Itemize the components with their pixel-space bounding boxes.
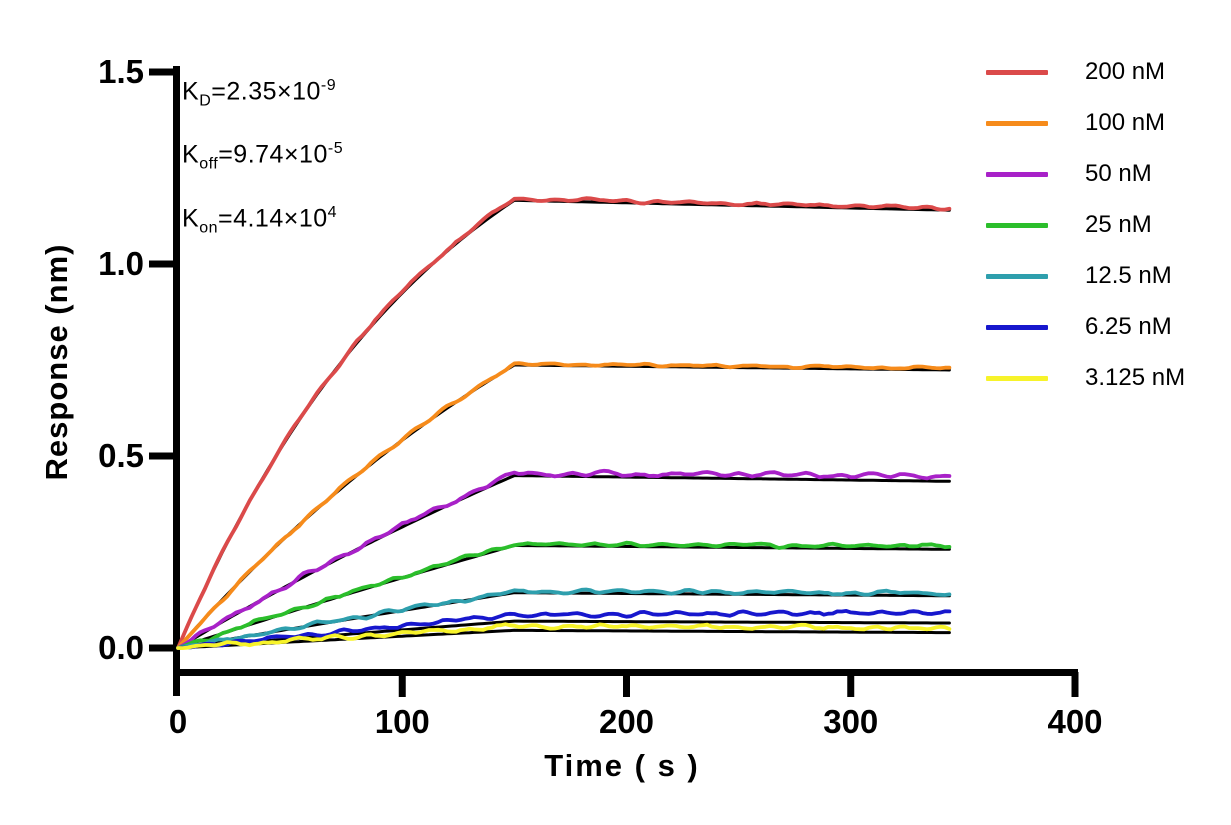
y-tick-label-1.5: 1.5 [98, 53, 144, 90]
data-curve-3.125-nM [176, 622, 952, 650]
data-curve-100-nM [176, 361, 952, 650]
kon-exponent: 4 [327, 203, 338, 221]
kd-value: KD=2.35×10-9 [182, 62, 343, 125]
kinetic-constants: KD=2.35×10-9 Koff=9.74×10-5 Kon=4.14×104 [182, 62, 343, 252]
data-curve-6.25-nM [176, 609, 952, 650]
legend-label: 12.5 nM [1085, 262, 1172, 289]
x-tick-label-400: 400 [1047, 703, 1103, 740]
legend-item-50-nM: 50 nM [986, 159, 1152, 189]
legend-label: 200 nM [1085, 58, 1166, 85]
legend-item-12.5-nM: 12.5 nM [986, 261, 1172, 291]
legend-line-swatch [986, 375, 1048, 381]
legend-item-200-nM: 200 nM [986, 57, 1165, 87]
legend-line-swatch [986, 171, 1048, 177]
legend-item-3.125-nM: 3.125 nM [986, 363, 1185, 393]
legend-item-25-nM: 25 nM [986, 210, 1152, 240]
legend-line-swatch [986, 120, 1048, 126]
data-curves-group [176, 196, 952, 650]
kd-base: K [182, 77, 200, 106]
kd-exponent: -9 [320, 77, 337, 94]
x-tick-label-200: 200 [598, 703, 655, 740]
legend-line-swatch [986, 324, 1048, 330]
kon-base: K [182, 203, 200, 232]
koff-value: Koff=9.74×10-5 [182, 125, 343, 188]
legend-label: 50 nM [1085, 160, 1152, 187]
legend-label: 3.125 nM [1085, 364, 1186, 391]
data-curve-25-nM [176, 540, 952, 650]
koff-base: K [182, 140, 200, 169]
legend-line-swatch [986, 69, 1048, 75]
data-curve-12.5-nM [176, 587, 952, 650]
koff-exponent: -5 [327, 140, 344, 158]
data-curve-200-nM [176, 196, 952, 650]
legend-line-swatch [986, 273, 1048, 279]
y-tick-label-0.5: 0.5 [98, 437, 144, 474]
legend-label: 100 nM [1085, 109, 1166, 136]
legend-label: 6.25 nM [1085, 313, 1172, 340]
x-axis-title: Time ( s ) [544, 748, 700, 783]
x-tick-label-100: 100 [374, 703, 430, 740]
kon-subscript: on [199, 218, 218, 236]
y-tick-label-1.0: 1.0 [98, 245, 144, 282]
kon-value: Kon=4.14×104 [182, 189, 343, 252]
fit-curve-3.125-nM [176, 628, 951, 650]
legend-item-6.25-nM: 6.25 nM [986, 312, 1172, 342]
y-tick-label-0.0: 0.0 [98, 629, 144, 666]
legend-item-100-nM: 100 nM [986, 108, 1165, 138]
fit-curve-100-nM [176, 363, 951, 650]
legend-label: 25 nM [1085, 211, 1152, 238]
legend-line-swatch [986, 222, 1048, 228]
kd-mantissa: =2.35×10 [211, 77, 321, 106]
data-curve-50-nM [176, 468, 952, 650]
kon-mantissa: =4.14×10 [217, 203, 328, 232]
kd-subscript: D [199, 92, 212, 110]
koff-subscript: off [199, 155, 219, 173]
koff-mantissa: =9.74×10 [218, 140, 328, 169]
axes [149, 66, 1079, 697]
x-tick-label-300: 300 [823, 703, 879, 740]
x-tick-label-0: 0 [168, 703, 188, 740]
